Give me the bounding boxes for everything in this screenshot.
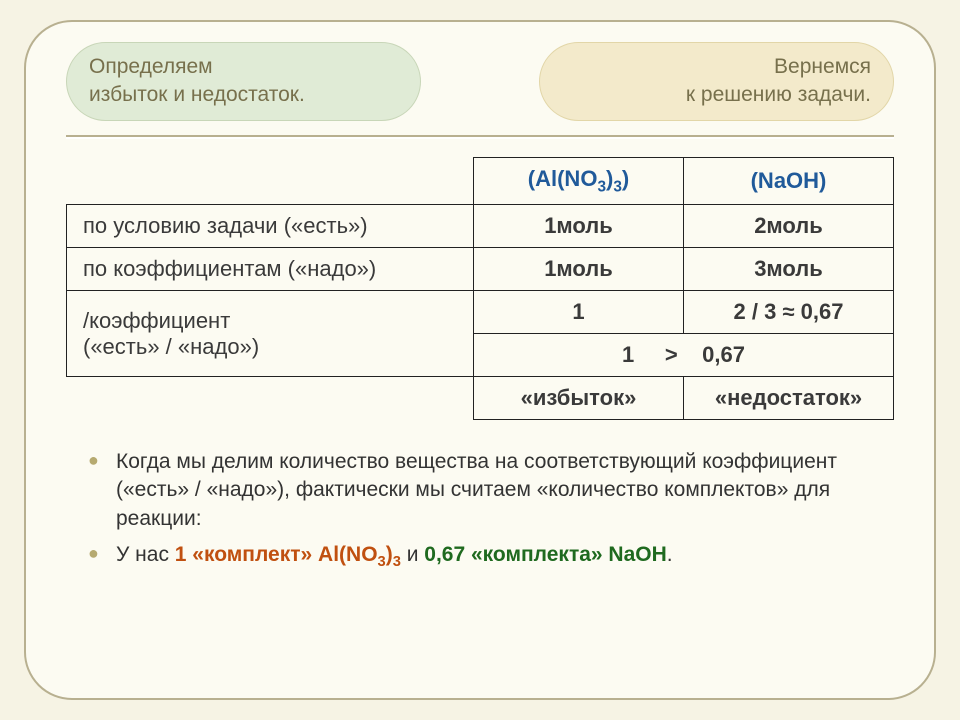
pill-right-line2: к решению задачи. xyxy=(562,81,871,109)
table-row: по коэффициентам («надо») 1моль 3моль xyxy=(67,248,894,291)
row34-label: /коэффициент («есть» / «надо») xyxy=(67,291,474,377)
bullet-1: Когда мы делим количество вещества на со… xyxy=(102,448,894,533)
pill-left-line1: Определяем xyxy=(89,53,398,81)
header-al: (Al(NO3)3) xyxy=(474,157,684,204)
table-header-row: (Al(NO3)3) (NaOH) xyxy=(67,157,894,204)
row2-b: 3моль xyxy=(684,248,894,291)
pill-left-line2: избыток и недостаток. xyxy=(89,81,398,109)
pill-define: Определяем избыток и недостаток. xyxy=(66,42,421,121)
row5-a: «избыток» xyxy=(474,377,684,420)
pill-right-line1: Вернемся xyxy=(562,53,871,81)
divider xyxy=(66,135,894,139)
table-row: «избыток» «недостаток» xyxy=(67,377,894,420)
table-row: /коэффициент («есть» / «надо») 1 2 / 3 ≈… xyxy=(67,291,894,334)
row4-comparison: 1 > 0,67 xyxy=(474,334,894,377)
row1-a: 1моль xyxy=(474,205,684,248)
header-pills: Определяем избыток и недостаток. Вернемс… xyxy=(66,42,894,121)
comparison-table: (Al(NO3)3) (NaOH) по условию задачи («ес… xyxy=(66,157,894,420)
row1-label: по условию задачи («есть») xyxy=(67,205,474,248)
header-naoh: (NaOH) xyxy=(684,157,894,204)
bullet-list: Когда мы делим количество вещества на со… xyxy=(66,448,894,573)
empty-footer xyxy=(67,377,474,420)
pill-return: Вернемся к решению задачи. xyxy=(539,42,894,121)
table-row: по условию задачи («есть») 1моль 2моль xyxy=(67,205,894,248)
row5-b: «недостаток» xyxy=(684,377,894,420)
row3-a: 1 xyxy=(474,291,684,334)
row2-a: 1моль xyxy=(474,248,684,291)
row1-b: 2моль xyxy=(684,205,894,248)
row2-label: по коэффициентам («надо») xyxy=(67,248,474,291)
empty-header xyxy=(67,157,474,204)
slide-frame: Определяем избыток и недостаток. Вернемс… xyxy=(24,20,936,700)
bullet-2: У нас 1 «комплект» Al(NO3)3 и 0,67 «комп… xyxy=(102,541,894,573)
row3-b: 2 / 3 ≈ 0,67 xyxy=(684,291,894,334)
